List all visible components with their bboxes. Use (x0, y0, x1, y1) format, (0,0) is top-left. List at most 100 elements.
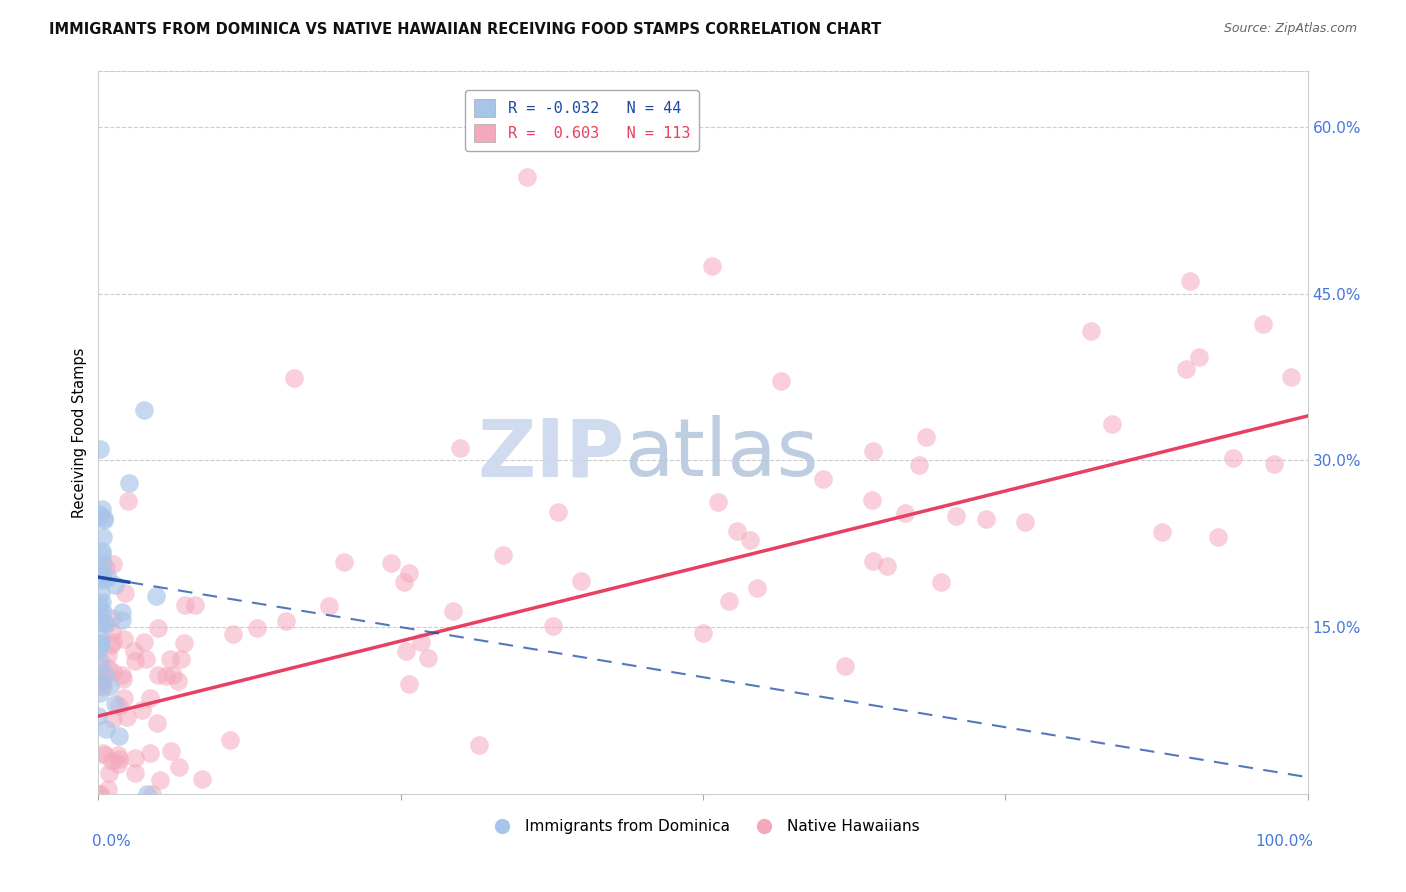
Point (169, 651, 191, 665)
Point (90, 676, 112, 690)
Point (700, 259, 723, 273)
Point (101, 624, 124, 639)
Text: Source: ZipAtlas.com: Source: ZipAtlas.com (1223, 22, 1357, 36)
Point (862, 444, 884, 458)
Point (96, 661, 118, 675)
Point (122, 644, 145, 658)
Point (91, 680, 114, 694)
Point (91, 746, 114, 760)
Point (108, 729, 131, 743)
Point (155, 668, 177, 682)
Point (89, 636, 111, 650)
Point (141, 787, 163, 801)
Point (91, 675, 114, 690)
Point (392, 574, 415, 589)
Point (159, 652, 181, 666)
Point (468, 739, 491, 753)
Text: 0.0%: 0.0% (93, 834, 131, 848)
Point (547, 505, 569, 519)
Text: 100.0%: 100.0% (1256, 834, 1313, 848)
Point (104, 697, 127, 711)
Point (96, 722, 118, 736)
Point (183, 598, 205, 612)
Point (93, 513, 115, 527)
Point (1152, 524, 1174, 539)
Point (274, 615, 297, 629)
Point (91, 569, 114, 583)
Point (908, 458, 931, 472)
Point (1174, 361, 1197, 376)
Point (124, 654, 146, 668)
Point (1279, 370, 1302, 384)
Point (162, 668, 184, 682)
Point (1080, 324, 1102, 338)
Point (569, 574, 592, 588)
Point (769, 374, 792, 388)
Point (87, 709, 110, 723)
Point (101, 558, 124, 572)
Point (91, 672, 114, 686)
Point (169, 760, 191, 774)
Point (138, 690, 160, 705)
Point (893, 506, 915, 520)
Point (860, 492, 883, 507)
Point (94, 667, 117, 681)
Point (112, 690, 135, 705)
Point (112, 672, 135, 686)
Point (96, 571, 118, 585)
Point (692, 625, 714, 640)
Point (89, 603, 111, 617)
Point (131, 703, 153, 717)
Point (148, 621, 170, 635)
Point (89, 630, 111, 644)
Point (409, 635, 432, 649)
Point (1014, 515, 1036, 529)
Point (173, 599, 195, 613)
Point (398, 676, 420, 690)
Point (283, 371, 305, 385)
Point (740, 533, 762, 547)
Point (89, 787, 111, 801)
Point (89, 598, 111, 612)
Point (89, 787, 111, 801)
Point (93, 511, 115, 525)
Point (91, 530, 114, 544)
Text: IMMIGRANTS FROM DOMINICA VS NATIVE HAWAIIAN RECEIVING FOOD STAMPS CORRELATION CH: IMMIGRANTS FROM DOMINICA VS NATIVE HAWAI… (49, 22, 882, 37)
Point (246, 622, 269, 636)
Point (132, 403, 155, 417)
Point (107, 747, 129, 762)
Point (110, 667, 132, 681)
Point (90, 637, 112, 651)
Point (876, 559, 898, 574)
Point (173, 636, 195, 650)
Point (135, 652, 157, 666)
Point (115, 710, 138, 724)
Point (101, 635, 124, 649)
Legend: Immigrants from Dominica, Native Hawaiians: Immigrants from Dominica, Native Hawaiia… (481, 814, 925, 840)
Text: atlas: atlas (624, 416, 818, 493)
Point (1188, 350, 1211, 364)
Point (91, 573, 114, 587)
Point (90, 586, 112, 600)
Point (718, 594, 741, 608)
Point (104, 578, 127, 592)
Point (112, 632, 135, 646)
Point (418, 651, 440, 665)
Point (89, 509, 111, 524)
Point (94, 561, 117, 575)
Point (94, 747, 117, 762)
Point (89, 642, 111, 657)
Point (914, 430, 936, 444)
Point (97, 765, 120, 780)
Point (543, 619, 565, 633)
Point (222, 627, 245, 641)
Point (974, 512, 997, 526)
Point (89, 686, 111, 700)
Point (124, 751, 146, 765)
Point (135, 787, 157, 801)
Point (94, 616, 117, 631)
Point (101, 754, 124, 768)
Point (931, 575, 953, 590)
Point (1101, 417, 1123, 431)
Point (89, 442, 111, 457)
